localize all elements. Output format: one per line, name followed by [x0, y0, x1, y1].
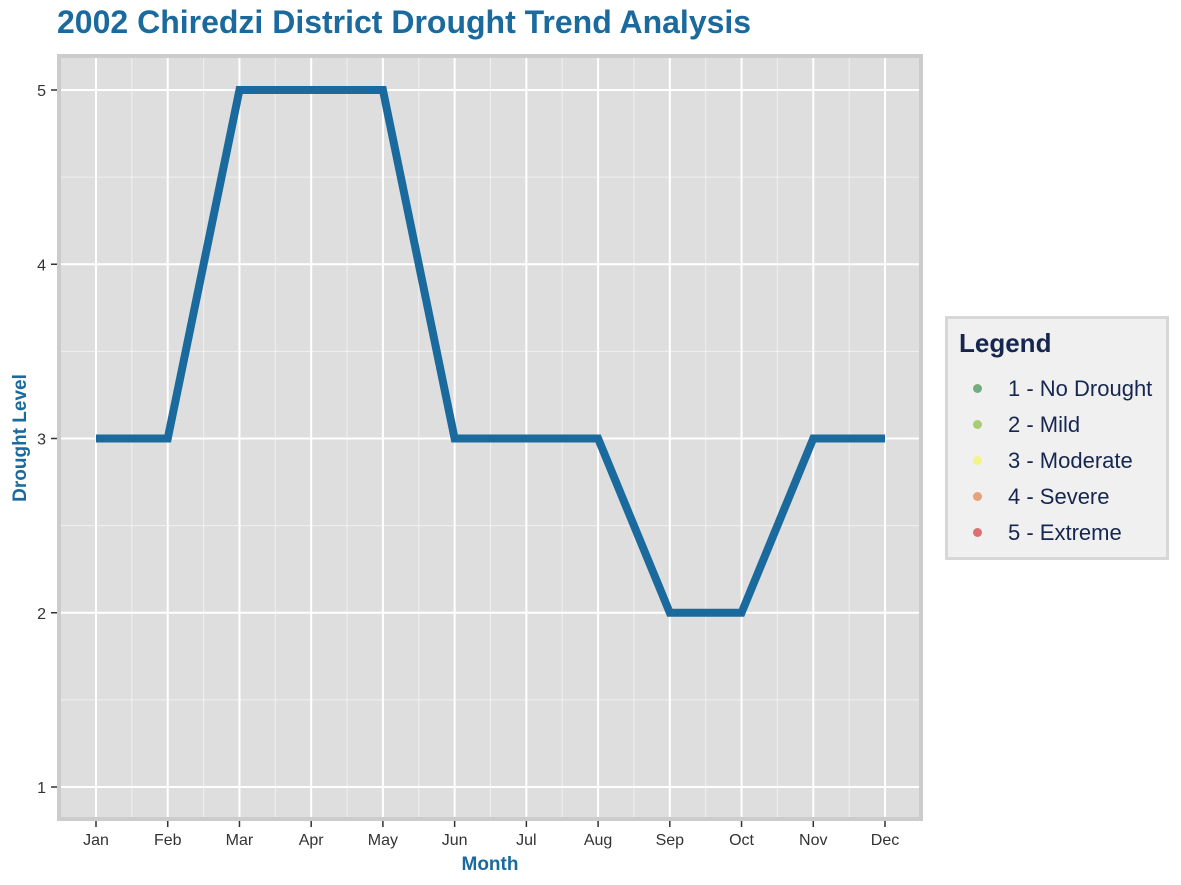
- legend-dot-icon: [973, 528, 982, 537]
- legend: Legend 1 - No Drought 2 - Mild 3 - Moder…: [945, 316, 1169, 560]
- plot-panel-border: [57, 54, 923, 821]
- tick-labels: Jan Feb Mar Apr May Jun Jul Aug Sep Oct Nov Dec 1 2 3 4…: [37, 83, 899, 849]
- x-tick-label: Oct: [729, 832, 754, 849]
- chart-title: 2002 Chiredzi District Drought Trend Ana…: [57, 4, 752, 40]
- legend-item: 5 - Extreme: [948, 515, 1166, 551]
- x-tick-label: Dec: [871, 832, 899, 849]
- x-axis-title: Month: [462, 854, 519, 875]
- y-axis-title: Drought Level: [10, 374, 31, 502]
- legend-label: 2 - Mild: [1008, 412, 1081, 437]
- series-line-drought-level: [96, 86, 885, 617]
- legend-title: Legend: [959, 328, 1052, 358]
- legend-item: 3 - Moderate: [948, 443, 1166, 479]
- y-tick-label: 3: [37, 432, 46, 449]
- legend-label: 3 - Moderate: [1008, 448, 1133, 473]
- legend-dot-icon: [973, 420, 982, 429]
- legend-label: 5 - Extreme: [1008, 520, 1122, 545]
- x-tick-label: Mar: [226, 832, 254, 849]
- x-tick-label: Apr: [299, 832, 325, 849]
- x-tick-label: Nov: [799, 832, 827, 849]
- legend-items: 1 - No Drought 2 - Mild 3 - Moderate 4 -…: [948, 371, 1166, 551]
- legend-dot-icon: [973, 456, 982, 465]
- y-tick-label: 4: [37, 257, 46, 274]
- axis-ticks: [51, 89, 886, 827]
- y-tick-label: 5: [37, 83, 46, 100]
- legend-item: 1 - No Drought: [948, 371, 1166, 407]
- legend-label: 1 - No Drought: [1008, 376, 1153, 401]
- x-tick-label: Jul: [516, 832, 536, 849]
- legend-dot-icon: [973, 384, 982, 393]
- y-tick-label: 1: [37, 780, 46, 797]
- x-tick-label: Aug: [584, 832, 612, 849]
- legend-item: 2 - Mild: [948, 407, 1166, 443]
- x-tick-label: Feb: [154, 832, 182, 849]
- y-tick-label: 2: [37, 606, 46, 623]
- x-tick-label: Jun: [442, 832, 468, 849]
- legend-item: 4 - Severe: [948, 479, 1166, 515]
- x-tick-label: Jan: [83, 832, 109, 849]
- legend-dot-icon: [973, 492, 982, 501]
- x-tick-label: Sep: [656, 832, 685, 849]
- legend-label: 4 - Severe: [1008, 484, 1110, 509]
- x-tick-label: May: [368, 832, 398, 849]
